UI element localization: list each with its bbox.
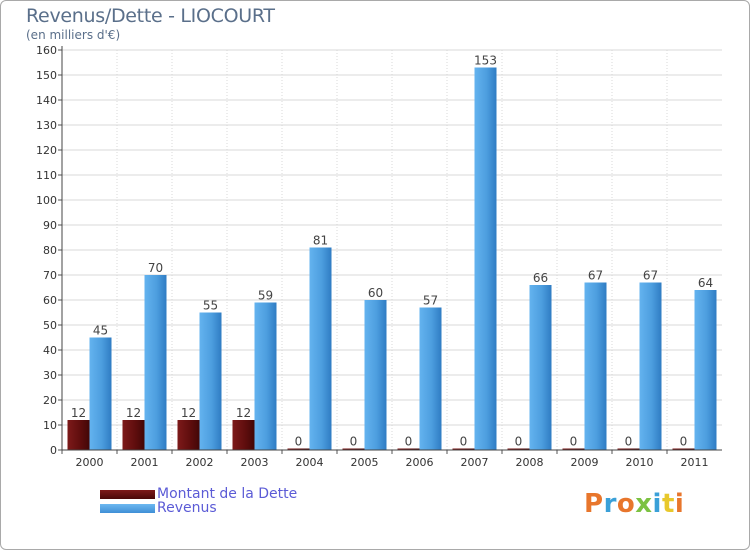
data-label-debt: 12: [71, 406, 86, 420]
y-tick-label: 0: [50, 444, 57, 457]
bars: [67, 67, 717, 450]
y-tick-label: 120: [36, 144, 57, 157]
data-label-debt: 0: [515, 435, 523, 449]
proxiti-logo-letter: r: [603, 489, 617, 519]
bar-revenue-2002: [199, 312, 222, 450]
bar-debt-2008: [507, 448, 530, 450]
bar-revenue-2004: [309, 247, 332, 450]
x-tick-label: 2010: [626, 456, 654, 469]
legend-label-revenue: Revenus: [157, 500, 217, 516]
x-tick-label: 2009: [571, 456, 599, 469]
data-label-debt: 0: [460, 435, 468, 449]
bar-revenue-2003: [254, 302, 277, 450]
data-label-revenue: 81: [313, 234, 328, 248]
x-tick-label: 2000: [76, 456, 104, 469]
bar-debt-2009: [562, 448, 585, 450]
proxiti-logo-letter: i: [652, 489, 662, 519]
data-label-debt: 0: [625, 435, 633, 449]
bar-debt-2007: [452, 448, 475, 450]
bar-debt-2000: [67, 420, 90, 450]
x-tick-label: 2007: [461, 456, 489, 469]
legend-item-debt: Montant de la Dette: [100, 486, 297, 502]
data-labels: 12 45 12 70 12 55 12 59 0 81 0 60 0 57 0 153 0 66 0 67 0 67 0 6…: [71, 54, 713, 449]
y-tick-label: 140: [36, 94, 57, 107]
y-tick-label: 70: [43, 269, 57, 282]
data-label-revenue: 153: [474, 54, 497, 68]
chart-title: Revenus/Dette - LIOCOURT: [26, 5, 275, 27]
y-tick-label: 60: [43, 294, 57, 307]
x-tick-label: 2002: [186, 456, 214, 469]
legend-swatch-revenue: [100, 503, 155, 513]
bar-revenue-2011: [694, 290, 717, 450]
proxiti-logo-letter: o: [616, 489, 636, 519]
y-tick-label: 90: [43, 219, 57, 232]
data-label-revenue: 67: [643, 269, 658, 283]
proxiti-logo: Proxiti: [584, 489, 684, 519]
axes: 0102030405060708090100110120130140150160…: [36, 44, 722, 469]
y-tick-label: 110: [36, 169, 57, 182]
data-label-revenue: 55: [203, 299, 218, 313]
legend-label-debt: Montant de la Dette: [157, 486, 298, 502]
bar-debt-2001: [122, 420, 145, 450]
bar-debt-2002: [177, 420, 200, 450]
bar-revenue-2008: [529, 285, 552, 450]
bar-revenue-2007: [474, 67, 497, 450]
bar-debt-2005: [342, 448, 365, 450]
proxiti-logo-letter: t: [661, 489, 675, 519]
y-tick-label: 10: [43, 419, 57, 432]
y-tick-label: 160: [36, 44, 57, 57]
data-label-debt: 0: [570, 435, 578, 449]
bar-debt-2004: [287, 448, 310, 450]
x-tick-label: 2005: [351, 456, 379, 469]
data-label-debt: 0: [350, 435, 358, 449]
legend-item-revenue: Revenus: [100, 500, 217, 516]
chart-unit-label: (en milliers d'€): [26, 28, 121, 42]
bar-debt-2006: [397, 448, 420, 450]
data-label-revenue: 60: [368, 286, 383, 300]
x-tick-label: 2011: [681, 456, 709, 469]
bar-debt-2003: [232, 420, 255, 450]
bar-revenue-2000: [89, 337, 112, 450]
data-label-revenue: 67: [588, 269, 603, 283]
data-label-debt: 12: [236, 406, 251, 420]
y-tick-label: 150: [36, 69, 57, 82]
bar-revenue-2009: [584, 282, 607, 450]
data-label-debt: 0: [680, 435, 688, 449]
x-tick-label: 2001: [131, 456, 159, 469]
y-tick-label: 50: [43, 319, 57, 332]
bar-debt-2011: [672, 448, 695, 450]
proxiti-logo-letter: P: [584, 489, 604, 519]
data-label-revenue: 70: [148, 261, 163, 275]
data-label-revenue: 57: [423, 294, 438, 308]
y-tick-label: 100: [36, 194, 57, 207]
legend-swatch-debt: [100, 489, 155, 499]
x-tick-label: 2003: [241, 456, 269, 469]
x-tick-label: 2004: [296, 456, 324, 469]
data-label-debt: 0: [405, 435, 413, 449]
bar-revenue-2010: [639, 282, 662, 450]
data-label-revenue: 66: [533, 271, 548, 285]
data-label-revenue: 45: [93, 324, 108, 338]
data-label-revenue: 64: [698, 276, 713, 290]
y-tick-label: 30: [43, 369, 57, 382]
proxiti-logo-letter: x: [635, 489, 653, 519]
grid-lines: [62, 49, 722, 450]
y-tick-label: 130: [36, 119, 57, 132]
data-label-revenue: 59: [258, 289, 273, 303]
data-label-debt: 12: [126, 406, 141, 420]
data-label-debt: 0: [295, 435, 303, 449]
data-label-debt: 12: [181, 406, 196, 420]
bar-debt-2010: [617, 448, 640, 450]
x-tick-label: 2008: [516, 456, 544, 469]
y-tick-label: 20: [43, 394, 57, 407]
bar-revenue-2006: [419, 307, 442, 450]
y-tick-label: 80: [43, 244, 57, 257]
y-tick-label: 40: [43, 344, 57, 357]
bar-revenue-2005: [364, 300, 387, 450]
proxiti-logo-letter: i: [674, 489, 685, 519]
bar-revenue-2001: [144, 275, 167, 450]
x-tick-label: 2006: [406, 456, 434, 469]
